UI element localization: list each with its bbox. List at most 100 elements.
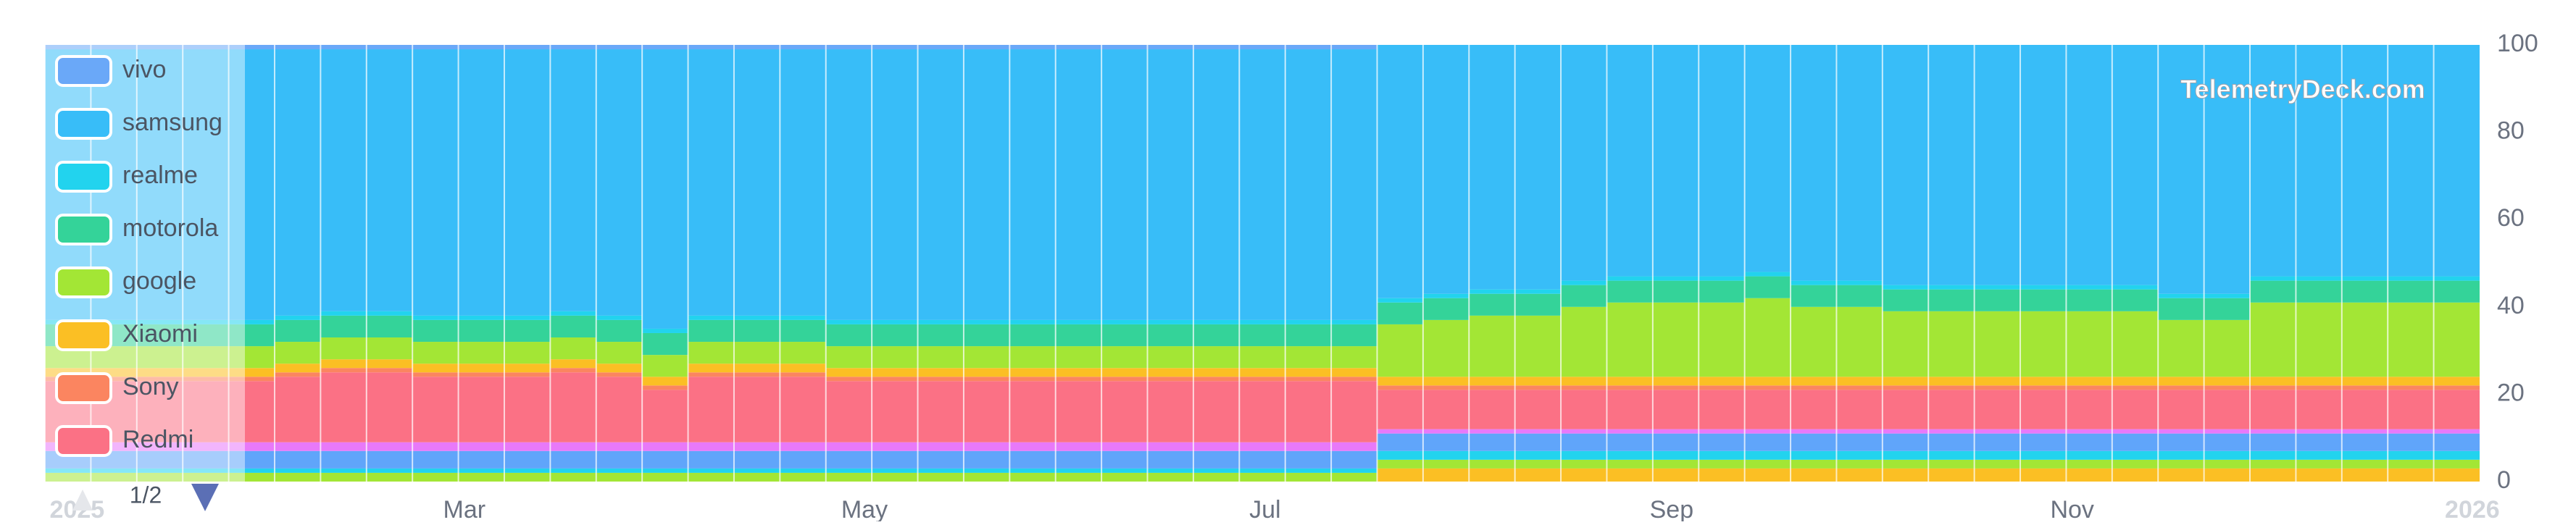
bar-segment <box>1652 302 1699 377</box>
legend-item[interactable]: vivo <box>55 55 166 87</box>
bar-segment <box>1791 468 1837 482</box>
bar-segment <box>136 472 183 482</box>
bar-segment <box>1193 368 1240 377</box>
bar-segment <box>1147 319 1193 324</box>
bar-segment <box>963 377 1010 382</box>
bar-segment <box>1514 315 1562 377</box>
bar-segment <box>1239 49 1285 320</box>
bar-segment <box>2204 390 2251 429</box>
bar-segment <box>1285 324 1332 347</box>
legend-label: vivo <box>122 56 166 83</box>
bar-segment <box>2433 280 2480 303</box>
bar-segment <box>688 468 734 473</box>
legend-next[interactable] <box>191 484 219 511</box>
bar-segment <box>1331 442 1377 451</box>
bar-segment <box>366 337 413 360</box>
legend-item[interactable]: google <box>55 266 196 298</box>
bar-segment <box>2296 390 2342 429</box>
legend-swatch <box>55 55 112 87</box>
bar-segment <box>274 372 321 377</box>
bar-segment <box>2112 45 2159 285</box>
bar-segment <box>1836 459 1883 469</box>
bar-segment <box>228 368 275 377</box>
bar-segment <box>1285 346 1332 369</box>
bar-segment <box>1101 324 1148 347</box>
bar-segment <box>1698 390 1745 429</box>
bar-segment <box>1974 450 2021 460</box>
bar-segment <box>1239 468 1285 473</box>
bar-segment <box>2158 433 2204 451</box>
bar-segment <box>1928 285 1975 290</box>
bar-segment <box>917 381 964 442</box>
bar-segment <box>2433 276 2480 281</box>
bar-segment <box>183 368 229 377</box>
bar-segment <box>1469 293 1515 316</box>
legend-item[interactable]: realme <box>55 161 198 193</box>
legend-item[interactable]: motorola <box>55 214 218 245</box>
legend-item[interactable]: Xiaomi <box>55 319 198 351</box>
bar-segment <box>872 450 918 469</box>
bar-segment <box>2341 450 2388 460</box>
bar-segment <box>1652 390 1699 429</box>
bar-segment <box>1055 450 1102 469</box>
bar-segment <box>412 49 459 316</box>
bar-segment <box>2158 298 2204 320</box>
legend-prev[interactable] <box>72 490 93 511</box>
bar-segment <box>320 450 367 469</box>
bar-segment <box>1331 450 1377 469</box>
bar-segment <box>1698 45 1745 277</box>
legend-item[interactable]: samsung <box>55 108 222 140</box>
bar-segment <box>412 450 459 469</box>
bar-segment <box>2250 276 2296 281</box>
bar-segment <box>320 359 367 369</box>
bar-segment <box>1147 442 1193 451</box>
bar-segment <box>2250 433 2296 451</box>
bar-segment <box>2020 45 2067 285</box>
bar-segment <box>1469 385 1515 390</box>
bar-segment <box>550 472 596 482</box>
bar-segment <box>1009 472 1056 482</box>
bar-segment <box>183 319 229 324</box>
bar-segment <box>1698 468 1745 482</box>
bar-segment <box>1193 324 1240 347</box>
bar-segment <box>274 468 321 473</box>
bar-segment <box>642 472 688 482</box>
bar-segment <box>1009 442 1056 451</box>
bar-segment <box>1836 45 1883 281</box>
bar-segment <box>228 49 275 320</box>
bar-segment <box>2204 298 2251 320</box>
bar-segment <box>1698 459 1745 469</box>
bar-segment <box>1101 319 1148 324</box>
bar-segment <box>1009 319 1056 324</box>
bar-segment <box>2433 302 2480 377</box>
bar-segment <box>1101 346 1148 369</box>
bar-segment <box>1469 429 1515 434</box>
bar-segment <box>2250 385 2296 390</box>
bar-segment <box>780 377 826 442</box>
bar-segment <box>366 49 413 311</box>
bar-segment <box>2433 433 2480 451</box>
bar-segment <box>733 442 780 451</box>
bar-segment <box>2158 450 2204 460</box>
bar-segment <box>825 442 872 451</box>
bar-segment <box>2341 433 2388 451</box>
bar-segment <box>1331 346 1377 369</box>
bar-segment <box>1514 429 1562 434</box>
bar-segment <box>2341 280 2388 303</box>
bar-segment <box>136 324 183 347</box>
bar-segment <box>136 381 183 442</box>
bar-segment <box>1744 45 1791 272</box>
bar-segment <box>1514 293 1562 316</box>
legend-label: google <box>122 267 196 295</box>
legend-item[interactable]: Redmi <box>55 425 193 457</box>
bar-segment <box>2388 433 2434 451</box>
bar-segment <box>1331 472 1377 482</box>
bar-segment <box>1974 311 2021 377</box>
bar-segment <box>2388 450 2434 460</box>
bar-segment <box>458 315 504 320</box>
bar-segment <box>2250 450 2296 460</box>
bar-segment <box>733 342 780 364</box>
bar-segment <box>1882 459 1929 469</box>
legend-item[interactable]: Sony <box>55 372 179 404</box>
bar-segment <box>688 45 734 50</box>
